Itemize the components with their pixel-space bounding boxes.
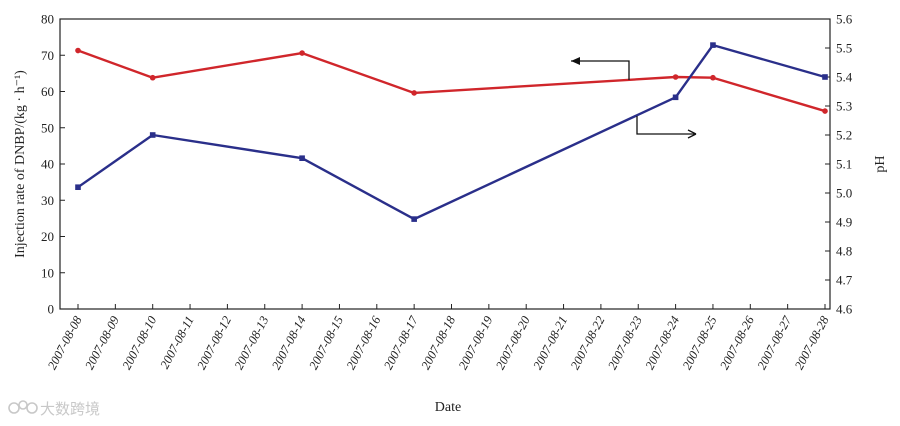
x-tick-label: 2007-08-26 bbox=[717, 313, 757, 372]
y-right-tick-label: 4.7 bbox=[836, 273, 853, 288]
ph-point bbox=[672, 94, 679, 101]
x-tick-label: 2007-08-18 bbox=[418, 313, 458, 372]
x-tick-label: 2007-08-10 bbox=[120, 313, 160, 372]
ph-point bbox=[411, 216, 417, 222]
y-right-tick-label: 5.0 bbox=[836, 186, 852, 201]
injection-rate-point bbox=[299, 50, 305, 56]
y-left-tick-label: 30 bbox=[41, 193, 54, 208]
x-tick-label: 2007-08-08 bbox=[45, 313, 85, 372]
x-tick-label: 2007-08-27 bbox=[755, 313, 795, 372]
logo-icon bbox=[8, 400, 38, 414]
y-left-tick-label: 40 bbox=[41, 157, 54, 172]
x-tick-label: 2007-08-16 bbox=[344, 313, 384, 372]
x-tick-label: 2007-08-28 bbox=[792, 313, 832, 372]
x-tick-label: 2007-08-15 bbox=[306, 314, 346, 372]
y-right-tick-label: 4.6 bbox=[836, 302, 853, 317]
y-right-tick-label: 5.6 bbox=[836, 12, 853, 27]
y-right-tick-label: 5.5 bbox=[836, 41, 852, 56]
ph-point bbox=[822, 74, 828, 80]
y-right-tick-label: 4.8 bbox=[836, 244, 852, 259]
x-tick-label: 2007-08-13 bbox=[232, 314, 272, 372]
y-right-tick-label: 5.4 bbox=[836, 70, 853, 85]
injection-rate-point bbox=[710, 74, 716, 81]
x-tick-label: 2007-08-09 bbox=[82, 313, 122, 372]
watermark: 大数跨境 bbox=[8, 400, 100, 418]
ph-point bbox=[299, 155, 305, 161]
watermark-text: 大数跨境 bbox=[40, 400, 100, 418]
x-tick-label: 2007-08-14 bbox=[269, 314, 309, 372]
y-left-tick-label: 10 bbox=[41, 265, 54, 280]
injection-rate-point bbox=[75, 47, 81, 54]
right-axis-arrow bbox=[636, 116, 697, 139]
x-tick-label: 2007-08-25 bbox=[680, 314, 720, 372]
y-left-tick-label: 0 bbox=[48, 302, 55, 317]
injection-rate-point bbox=[822, 108, 828, 114]
x-tick-label: 2007-08-12 bbox=[194, 314, 234, 372]
x-tick-label: 2007-08-17 bbox=[381, 313, 421, 372]
y-axis-right-title: pH bbox=[873, 155, 888, 172]
y-right-tick-label: 5.2 bbox=[836, 128, 852, 143]
y-axis-left-title: Injection rate of DNBP/(kg · h⁻¹) bbox=[13, 70, 28, 258]
plot-frame bbox=[59, 18, 831, 310]
y-left-tick-label: 60 bbox=[41, 84, 54, 99]
tick-group: 0 10 20 30 40 50 60 70 80 4.6 4.7 4.8 4.9 5.0 5.1 5.2 5.… bbox=[41, 12, 853, 372]
series-group bbox=[75, 42, 828, 222]
chart-axes bbox=[59, 18, 831, 310]
y-right-tick-label: 5.3 bbox=[836, 99, 852, 114]
x-tick-label: 2007-08-23 bbox=[605, 314, 645, 372]
x-tick-label: 2007-08-20 bbox=[493, 313, 533, 372]
ph-point bbox=[149, 132, 156, 138]
x-tick-label: 2007-08-21 bbox=[530, 314, 570, 372]
injection-rate-line bbox=[77, 49, 826, 113]
y-right-tick-label: 5.1 bbox=[836, 157, 852, 172]
ph-point bbox=[710, 42, 716, 48]
y-right-tick-label: 4.9 bbox=[836, 215, 852, 230]
y-left-tick-label: 70 bbox=[41, 48, 54, 63]
x-tick-label: 2007-08-22 bbox=[568, 314, 608, 372]
ph-point bbox=[75, 184, 81, 190]
y-left-tick-label: 20 bbox=[41, 229, 54, 244]
x-axis-title: Date bbox=[435, 400, 461, 415]
x-tick-label: 2007-08-19 bbox=[456, 313, 496, 372]
injection-rate-point bbox=[411, 90, 417, 96]
injection-rate-point bbox=[149, 74, 156, 81]
x-tick-label: 2007-08-11 bbox=[157, 314, 196, 371]
x-tick-label: 2007-08-24 bbox=[643, 314, 683, 372]
injection-rate-point bbox=[672, 74, 679, 80]
y-left-tick-label: 80 bbox=[41, 12, 54, 27]
y-left-tick-label: 50 bbox=[41, 120, 54, 135]
left-axis-arrow bbox=[571, 57, 630, 80]
